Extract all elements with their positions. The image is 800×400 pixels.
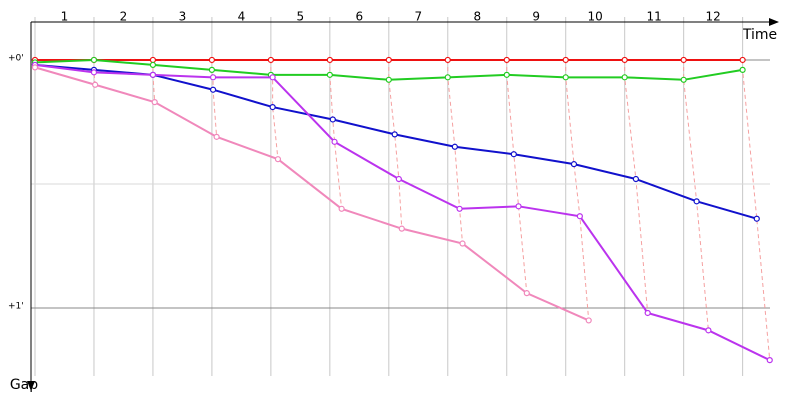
point [151,99,158,106]
point [31,64,39,71]
point [385,56,392,64]
point [515,203,522,210]
point [149,71,157,78]
lap-label: 2 [120,10,128,24]
y-tick-label: +0' [8,53,24,63]
x-axis-label: Time [742,27,777,43]
lap-connector [624,59,649,314]
point [395,175,402,183]
point [456,205,463,212]
point [213,133,220,140]
point [621,74,628,81]
point [444,74,451,81]
lap-label: 8 [473,10,481,24]
point [753,215,760,222]
lap-label: 9 [532,10,540,24]
point [391,131,398,138]
lap-connector [683,59,709,331]
point [523,290,530,297]
point [385,76,392,83]
point [208,56,216,64]
point [739,66,746,73]
lap-connector [742,59,771,361]
point [149,56,157,64]
point [269,103,276,111]
point [693,198,700,205]
point [329,116,336,123]
point [705,327,712,334]
point [503,71,510,78]
y-tick-label: +1' [8,302,24,312]
point [209,74,217,81]
point [766,357,773,364]
lap-label: 4 [238,10,246,24]
point [269,74,276,81]
lap-connector [447,59,464,244]
point [331,138,338,145]
point [92,81,99,88]
point [585,317,592,324]
lap-label: 7 [414,10,422,24]
lap-label: 10 [588,10,603,24]
point [326,71,333,78]
point [621,56,628,64]
series-line [34,63,771,362]
point [503,56,510,64]
lap-connector [565,59,590,321]
point [90,69,98,76]
point [570,161,578,168]
lap-label: 3 [179,10,187,24]
point [576,213,583,220]
point [644,309,651,317]
point [451,143,458,150]
point [632,175,639,183]
point [739,56,746,64]
point [562,74,569,81]
lap-label: 5 [297,10,305,24]
lap-label: 6 [356,10,364,24]
y-axis-label: Gap [10,377,38,393]
point [274,156,282,163]
point [444,56,451,64]
lap-label: 12 [705,10,720,24]
point [459,240,466,247]
point [680,56,687,64]
point [510,151,517,158]
series-line [34,66,590,322]
point [208,66,216,73]
point [680,76,687,83]
lap-label: 11 [647,10,662,24]
point [562,56,569,64]
point [338,205,345,212]
point [149,61,157,69]
point [267,56,274,64]
lap-connector [388,59,403,229]
point [209,86,217,93]
lap-connector [506,59,528,294]
point [398,225,405,232]
series-line [34,63,758,220]
lap-connector [329,59,343,209]
point [90,56,98,64]
lap-label: 1 [61,10,69,24]
point [326,56,333,64]
